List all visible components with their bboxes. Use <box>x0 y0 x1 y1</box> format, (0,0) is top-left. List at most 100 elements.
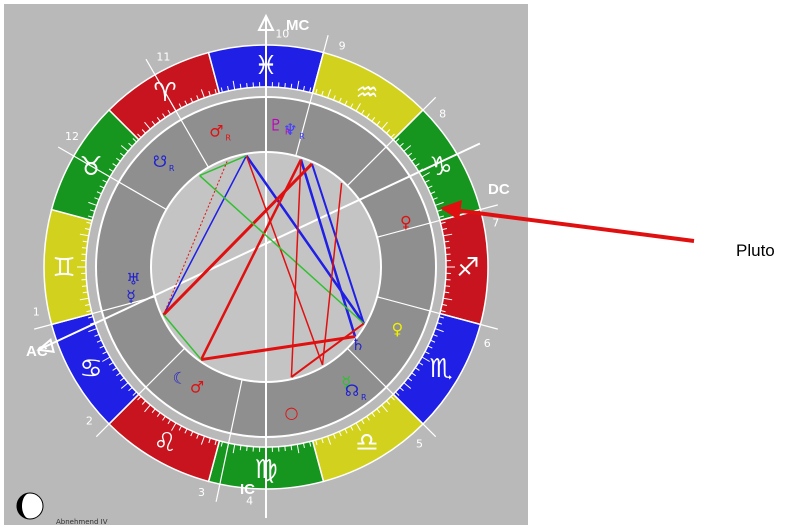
planet-node-icon: ☋ <box>153 152 167 171</box>
aspect-line <box>311 163 365 324</box>
degree-tick <box>443 233 453 237</box>
house-number: 12 <box>65 130 79 143</box>
degree-tick <box>79 233 89 237</box>
house-number: 11 <box>156 51 170 64</box>
degree-tick <box>350 425 354 431</box>
degree-tick <box>296 444 300 454</box>
degree-tick <box>414 163 420 167</box>
planet-mars-icon: ♂ <box>209 122 223 141</box>
house-cusp <box>95 347 186 438</box>
axis-label-dc: DC <box>488 181 510 198</box>
degree-tick <box>344 100 348 106</box>
degree-tick <box>200 89 205 99</box>
degree-tick <box>360 109 365 115</box>
mc-arrow <box>257 13 275 31</box>
planet-venus-icon: ♀ <box>392 319 404 338</box>
aspect-line <box>162 162 314 316</box>
aspect-line <box>245 154 365 325</box>
degree-tick <box>137 396 142 401</box>
degree-tick <box>403 145 412 152</box>
degree-tick <box>86 221 92 224</box>
degree-tick <box>227 85 230 92</box>
degree-tick <box>390 133 395 138</box>
degree-tick <box>156 117 161 122</box>
sign-glyph: ♑ <box>429 152 452 182</box>
planet-saturn-icon: ♄ <box>351 335 365 354</box>
degree-tick <box>302 85 305 92</box>
degree-tick <box>355 422 361 431</box>
degree-tick <box>376 120 381 126</box>
degree-tick <box>395 391 400 396</box>
planet-neptune-icon: ♆ <box>283 120 297 139</box>
degree-tick <box>232 444 236 454</box>
degree-tick <box>239 83 242 89</box>
planet-mars2-icon: ♂ <box>190 378 204 397</box>
degree-tick <box>119 152 125 157</box>
degree-tick <box>424 351 430 355</box>
degree-tick <box>290 83 293 89</box>
degree-tick <box>102 356 111 362</box>
degree-tick <box>94 333 100 337</box>
sign-glyph: ♐ <box>456 253 479 283</box>
sign-glyph: ♏ <box>429 354 452 384</box>
house-number: 10 <box>275 28 289 41</box>
house-number: 4 <box>246 494 253 507</box>
degree-tick <box>432 197 438 201</box>
sign-glyph: ♉ <box>79 152 102 182</box>
degree-tick <box>120 145 129 152</box>
house-cusp <box>295 35 329 157</box>
degree-tick <box>120 382 129 389</box>
degree-tick <box>214 89 217 95</box>
house-cusp <box>376 296 498 330</box>
degree-tick <box>190 97 194 103</box>
degree-tick <box>327 435 332 445</box>
degree-tick <box>338 97 342 103</box>
pluto-callout-arrow <box>440 200 695 243</box>
planet-mercury-icon: ☿ <box>341 373 351 392</box>
degree-tick <box>376 408 381 414</box>
degree-tick <box>360 419 365 425</box>
degree-tick <box>430 191 436 195</box>
degree-tick <box>371 117 376 122</box>
degree-tick <box>94 197 100 201</box>
planet-uranus-icon: ♅ <box>126 270 140 289</box>
degree-tick <box>321 90 324 96</box>
degree-tick <box>444 285 451 287</box>
degree-tick <box>441 228 448 231</box>
degree-tick <box>108 361 114 366</box>
sign-glyph: ♋ <box>79 354 102 384</box>
degree-tick <box>390 396 395 401</box>
house-number: 8 <box>439 107 446 120</box>
degree-tick <box>208 438 211 444</box>
degree-tick <box>167 419 172 425</box>
degree-tick <box>200 435 205 445</box>
aspect-line <box>162 155 248 316</box>
degree-tick <box>184 100 188 106</box>
degree-tick <box>444 240 450 243</box>
degree-tick <box>82 240 88 243</box>
degree-tick <box>407 152 413 157</box>
degree-tick <box>89 209 95 212</box>
degree-tick <box>86 310 92 313</box>
degree-tick <box>371 412 376 417</box>
degree-tick <box>381 121 388 130</box>
degree-tick <box>162 415 166 421</box>
degree-tick <box>196 433 200 439</box>
degree-tick <box>84 303 91 306</box>
degree-tick <box>444 291 450 294</box>
degree-tick <box>81 285 88 287</box>
degree-tick <box>132 391 137 396</box>
degree-tick <box>144 121 151 130</box>
house-number: 2 <box>86 415 93 428</box>
degree-tick <box>327 89 332 99</box>
planet-pluto-icon: ♀ <box>400 213 412 232</box>
degree-tick <box>399 142 404 147</box>
degree-tick <box>141 400 146 405</box>
degree-tick <box>432 333 438 337</box>
degree-tick <box>112 367 118 371</box>
house-cusp <box>215 379 243 502</box>
house-number: 1 <box>33 306 40 319</box>
house-cusp <box>34 296 156 330</box>
degree-tick <box>239 445 242 451</box>
degree-tick <box>128 142 133 147</box>
